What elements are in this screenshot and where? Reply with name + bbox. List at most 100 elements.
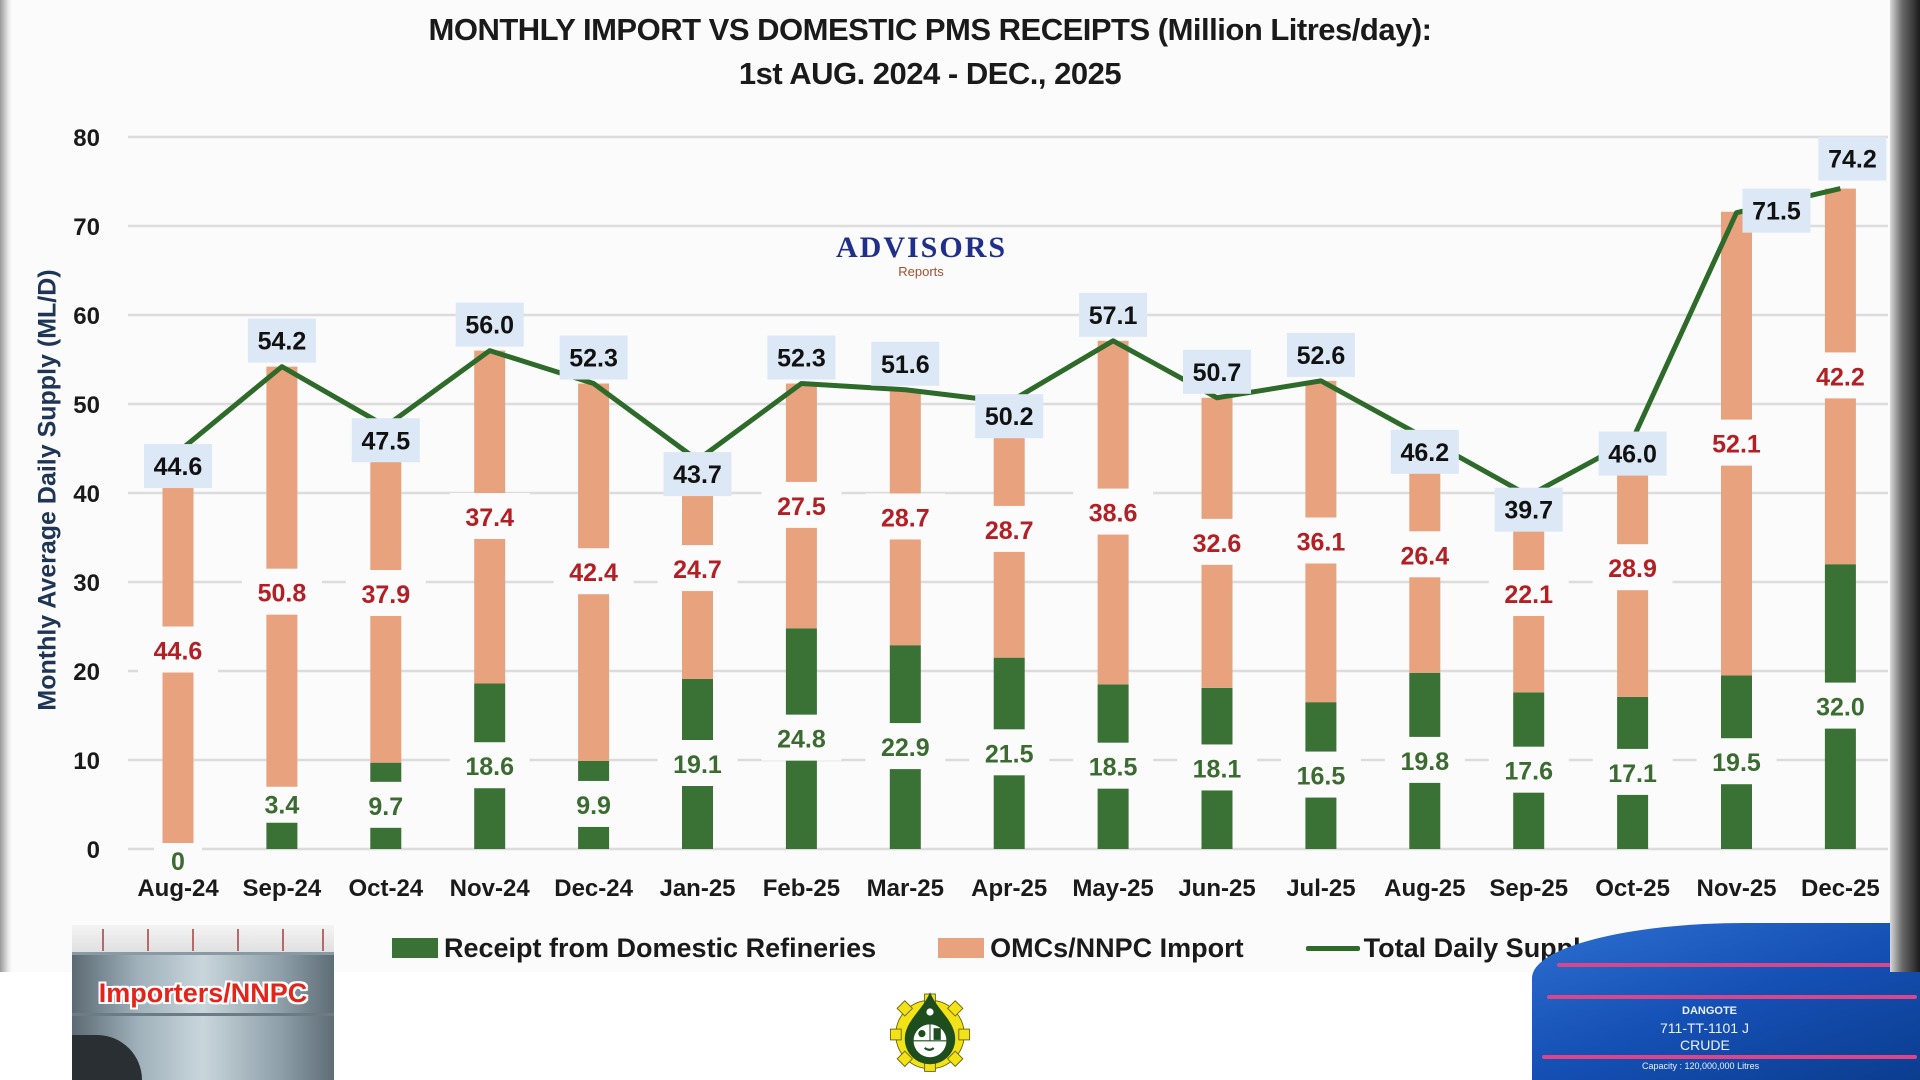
y-axis-ticks: 0 10 20 30 40 50 60 70 80 — [73, 125, 100, 864]
legend-swatch-domestic — [392, 938, 438, 958]
x-tick-label: Oct-24 — [348, 875, 423, 902]
import-data-label: 37.4 — [465, 504, 514, 532]
label-gap — [1800, 352, 1881, 399]
domestic-data-label: 21.5 — [985, 740, 1034, 768]
x-tick-label: Aug-24 — [137, 875, 219, 902]
import-data-label: 28.7 — [985, 517, 1034, 545]
total-data-label: 52.6 — [1297, 342, 1346, 370]
x-tick-label: Sep-24 — [243, 875, 322, 902]
legend-line-total — [1305, 945, 1360, 951]
total-data-label: 46.0 — [1608, 441, 1657, 469]
x-tick-label: Sep-25 — [1489, 875, 1568, 902]
label-gap — [1696, 738, 1777, 785]
bar-domestic — [266, 818, 298, 849]
x-tick-label: Jun-25 — [1178, 875, 1255, 902]
domestic-data-label: 18.1 — [1193, 755, 1242, 783]
label-gap — [969, 505, 1050, 552]
label-gap — [865, 493, 946, 540]
domestic-data-label: 24.8 — [777, 726, 826, 754]
tank-rim — [72, 925, 334, 955]
domestic-data-label: 19.8 — [1400, 748, 1449, 776]
import-data-label: 27.5 — [777, 493, 826, 521]
domestic-data-label: 9.7 — [368, 793, 403, 821]
label-gap — [1280, 751, 1361, 798]
total-label-box — [1818, 136, 1887, 181]
label-gap — [1073, 488, 1154, 535]
total-label-box — [144, 444, 212, 489]
data-labels: 44.6 0 50.8 3.4 37.9 9.7 37.4 18.6 42.4 9.9 24.7 19… — [144, 136, 1887, 876]
label-gap — [865, 723, 946, 770]
label-gap — [1800, 682, 1881, 729]
label-gap — [241, 568, 322, 615]
import-data-label: 26.4 — [1400, 542, 1449, 570]
total-label-box — [1183, 349, 1251, 394]
label-gap — [553, 780, 634, 827]
legend-item-domestic: Receipt from Domestic Refineries — [392, 932, 876, 964]
total-data-label: 50.7 — [1193, 359, 1242, 387]
label-gap — [1384, 531, 1465, 578]
label-gap — [449, 493, 530, 540]
chart-title: MONTHLY IMPORT VS DOMESTIC PMS RECEIPTS … — [428, 12, 1432, 47]
domestic-data-label: 18.6 — [465, 753, 514, 781]
advisors-watermark: ADVISORS Reports — [836, 232, 1006, 280]
import-data-label: 42.4 — [569, 559, 618, 587]
importers-label: Importers/NNPC — [98, 978, 308, 1008]
y-tick-label: 0 — [87, 837, 100, 864]
x-tick-label: Dec-24 — [554, 875, 633, 902]
domestic-data-label: 19.1 — [673, 751, 722, 779]
label-gap — [657, 740, 738, 787]
x-tick-label: Jan-25 — [659, 875, 735, 902]
tank-id: 711-TT-1101 J — [1660, 1020, 1749, 1036]
label-gap — [345, 781, 426, 828]
tank-brand: DANGOTE — [1682, 1005, 1737, 1017]
domestic-data-label: 19.5 — [1712, 749, 1761, 777]
total-data-label: 71.5 — [1752, 198, 1801, 226]
total-data-label: 74.2 — [1828, 146, 1877, 174]
y-tick-label: 50 — [73, 392, 100, 419]
label-gap — [1696, 419, 1777, 466]
tank-product: CRUDE — [1680, 1037, 1730, 1053]
domestic-data-label: 0 — [171, 848, 185, 876]
total-data-label: 46.2 — [1400, 439, 1449, 467]
x-axis-ticks: Aug-24 Sep-24 Oct-24 Nov-24 Dec-24 Jan-25 Feb-… — [137, 875, 1879, 902]
total-data-label: 52.3 — [777, 345, 826, 373]
label-gap — [1592, 748, 1673, 795]
label-gap — [1177, 744, 1257, 791]
import-data-label: 37.9 — [361, 581, 410, 609]
import-data-label: 28.7 — [881, 504, 930, 532]
x-tick-label: Feb-25 — [763, 875, 840, 902]
label-gap — [154, 843, 202, 879]
x-tick-label: Nov-24 — [450, 875, 531, 902]
total-label-box — [247, 318, 316, 363]
total-data-label: 52.3 — [569, 345, 618, 373]
y-tick-label: 10 — [73, 748, 100, 775]
label-gap — [345, 570, 426, 617]
watermark-sub: Reports — [898, 264, 944, 279]
x-tick-label: May-25 — [1072, 875, 1153, 902]
dangote-tank-image: DANGOTE 711-TT-1101 J CRUDE Capacity : 1… — [1532, 915, 1920, 1080]
total-label-box — [1390, 429, 1459, 474]
total-label-box — [1598, 431, 1667, 476]
total-label-box — [1494, 487, 1563, 532]
label-gap — [1592, 544, 1673, 591]
legend-label-domestic: Receipt from Domestic Refineries — [444, 933, 877, 963]
import-data-label: 52.1 — [1712, 431, 1761, 459]
label-gaps — [138, 352, 1881, 879]
total-label-box — [1286, 332, 1355, 377]
label-gap — [553, 548, 634, 595]
left-frame-edge — [0, 0, 12, 972]
domestic-data-label: 17.6 — [1504, 758, 1553, 786]
x-tick-label: Dec-25 — [1801, 875, 1880, 902]
legend-label-import: OMCs/NNPC Import — [990, 933, 1244, 963]
import-data-label: 22.1 — [1504, 581, 1553, 609]
total-label-box — [767, 335, 836, 380]
importers-tank-image: Importers/NNPC — [72, 925, 334, 1080]
legend-swatch-import — [938, 938, 985, 958]
total-label-box — [663, 452, 732, 497]
total-data-label: 39.7 — [1504, 497, 1553, 525]
tank-body — [1532, 923, 1920, 1080]
domestic-data-label: 22.9 — [881, 734, 930, 762]
y-tick-label: 80 — [73, 125, 100, 152]
total-data-label: 54.2 — [258, 328, 307, 356]
domestic-data-label: 32.0 — [1816, 694, 1865, 722]
